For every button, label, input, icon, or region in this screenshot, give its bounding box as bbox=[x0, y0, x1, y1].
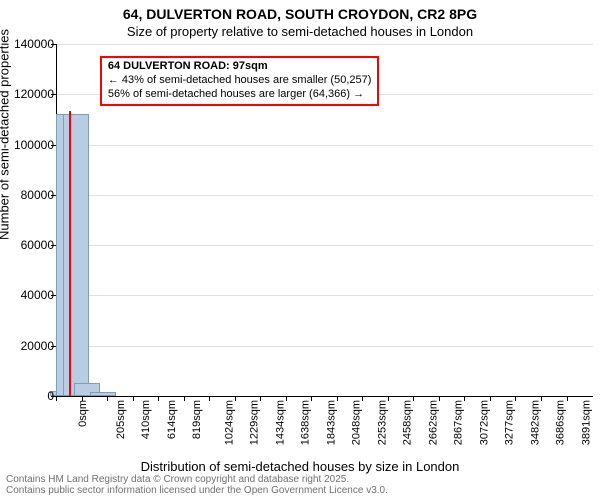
x-tick-mark bbox=[184, 396, 185, 401]
chart-subtitle: Size of property relative to semi-detach… bbox=[0, 24, 600, 39]
footer-line1: Contains HM Land Registry data © Crown c… bbox=[6, 474, 349, 485]
y-tick-label: 120000 bbox=[4, 87, 54, 101]
x-tick-mark bbox=[133, 396, 134, 401]
x-tick-mark bbox=[235, 396, 236, 401]
chart-title: 64, DULVERTON ROAD, SOUTH CROYDON, CR2 8… bbox=[0, 6, 600, 22]
property-marker-line bbox=[69, 111, 71, 396]
x-tick-mark bbox=[337, 396, 338, 401]
x-tick-label: 205sqm bbox=[115, 400, 127, 439]
y-axis-label: Number of semi-detached properties bbox=[0, 29, 12, 240]
annotation-larger: 56% of semi-detached houses are larger (… bbox=[108, 88, 364, 100]
x-tick-label: 3277sqm bbox=[504, 400, 516, 445]
y-tick-mark bbox=[51, 94, 56, 95]
x-tick-mark bbox=[56, 396, 57, 401]
y-tick-mark bbox=[51, 346, 56, 347]
x-tick-label: 614sqm bbox=[166, 400, 178, 439]
annotation-title: 64 DULVERTON ROAD: 97sqm bbox=[108, 60, 268, 72]
y-tick-label: 60000 bbox=[4, 238, 54, 252]
x-tick-label: 3072sqm bbox=[478, 400, 490, 445]
x-tick-label: 2662sqm bbox=[427, 400, 439, 445]
marker-annotation: 64 DULVERTON ROAD: 97sqm ← 43% of semi-d… bbox=[100, 56, 380, 105]
x-tick-mark bbox=[541, 396, 542, 401]
y-tick-label: 100000 bbox=[4, 138, 54, 152]
x-tick-label: 0sqm bbox=[77, 400, 89, 427]
histogram-bar bbox=[63, 114, 89, 396]
gridline bbox=[57, 145, 593, 146]
x-tick-label: 2867sqm bbox=[453, 400, 465, 445]
x-tick-mark bbox=[311, 396, 312, 401]
x-tick-mark bbox=[82, 396, 83, 401]
y-tick-label: 80000 bbox=[4, 188, 54, 202]
x-tick-label: 3686sqm bbox=[555, 400, 567, 445]
y-tick-mark bbox=[51, 245, 56, 246]
x-tick-mark bbox=[567, 396, 568, 401]
x-tick-label: 3891sqm bbox=[580, 400, 592, 445]
x-tick-label: 1229sqm bbox=[248, 400, 260, 445]
x-axis-label: Distribution of semi-detached houses by … bbox=[0, 459, 600, 474]
x-tick-label: 2253sqm bbox=[376, 400, 388, 445]
x-tick-label: 2458sqm bbox=[402, 400, 414, 445]
annotation-smaller: ← 43% of semi-detached houses are smalle… bbox=[108, 74, 372, 86]
y-tick-label: 20000 bbox=[4, 339, 54, 353]
x-tick-mark bbox=[439, 396, 440, 401]
x-tick-label: 1843sqm bbox=[325, 400, 337, 445]
plot-area: 64 DULVERTON ROAD: 97sqm ← 43% of semi-d… bbox=[56, 44, 593, 397]
x-tick-mark bbox=[107, 396, 108, 401]
y-tick-mark bbox=[51, 145, 56, 146]
y-tick-label: 40000 bbox=[4, 288, 54, 302]
x-tick-label: 410sqm bbox=[140, 400, 152, 439]
x-tick-mark bbox=[209, 396, 210, 401]
x-tick-label: 1024sqm bbox=[223, 400, 235, 445]
footer-line2: Contains public sector information licen… bbox=[6, 485, 388, 496]
attribution-footer: Contains HM Land Registry data © Crown c… bbox=[6, 474, 388, 496]
x-tick-mark bbox=[388, 396, 389, 401]
chart-container: { "chart": { "type": "histogram", "title… bbox=[0, 0, 600, 500]
x-tick-label: 1434sqm bbox=[274, 400, 286, 445]
x-tick-mark bbox=[490, 396, 491, 401]
y-tick-label: 140000 bbox=[4, 37, 54, 51]
x-tick-mark bbox=[362, 396, 363, 401]
x-tick-mark bbox=[515, 396, 516, 401]
x-tick-label: 2048sqm bbox=[351, 400, 363, 445]
x-tick-label: 819sqm bbox=[191, 400, 203, 439]
y-tick-mark bbox=[51, 44, 56, 45]
gridline bbox=[57, 346, 593, 347]
x-tick-label: 1638sqm bbox=[299, 400, 311, 445]
y-tick-mark bbox=[51, 195, 56, 196]
x-tick-mark bbox=[158, 396, 159, 401]
x-tick-mark bbox=[260, 396, 261, 401]
x-tick-mark bbox=[286, 396, 287, 401]
gridline bbox=[57, 44, 593, 45]
x-tick-mark bbox=[464, 396, 465, 401]
x-tick-mark bbox=[413, 396, 414, 401]
x-tick-label: 3482sqm bbox=[529, 400, 541, 445]
gridline bbox=[57, 245, 593, 246]
gridline bbox=[57, 195, 593, 196]
gridline bbox=[57, 295, 593, 296]
y-tick-label: 0 bbox=[4, 389, 54, 403]
y-tick-mark bbox=[51, 295, 56, 296]
histogram-bar bbox=[90, 392, 116, 396]
